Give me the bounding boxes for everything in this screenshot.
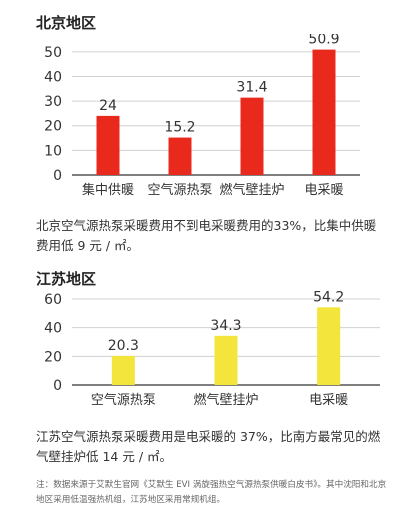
bar — [168, 137, 192, 175]
y-tick-label: 10 — [44, 143, 62, 159]
data-label: 34.3 — [210, 318, 241, 334]
bar — [312, 49, 336, 176]
data-label: 15.2 — [164, 120, 195, 136]
x-tick-label: 空气源热泵 — [91, 392, 156, 408]
bar — [111, 355, 135, 385]
beijing-summary-text: 北京空气源热泵采暖费用不到电采暖费用的33%，比集中供暖费用低 9 元 / ㎡。 — [36, 218, 377, 253]
y-tick-label: 20 — [44, 349, 62, 365]
data-label: 31.4 — [236, 80, 267, 96]
data-label: 24 — [99, 98, 117, 114]
data-label: 50.9 — [308, 34, 339, 48]
y-tick-label: 30 — [44, 94, 62, 110]
y-tick-label: 0 — [53, 378, 62, 394]
x-tick-label: 集中供暖 — [82, 182, 134, 198]
y-tick-label: 50 — [44, 45, 62, 61]
beijing-bar-chart: 0 10 20 30 40 50 24 集中供暖 15.2 空气源热泵 31.4 燃气壁挂炉 50.9 电… — [44, 34, 360, 198]
y-tick-label: 20 — [44, 119, 62, 135]
jiangsu-bar-chart: 0 20 40 60 20.3 空气源热泵 34.3 燃气壁挂炉 54.2 电采暖 — [44, 289, 380, 408]
bar — [317, 307, 341, 385]
y-tick-label: 40 — [44, 69, 62, 85]
jiangsu-summary-text: 江苏空气源热泵采暖费用是电采暖的 37%，比南方最常见的燃气壁挂炉低 14 元 … — [36, 429, 381, 464]
data-label: 54.2 — [313, 289, 344, 305]
y-tick-label: 60 — [44, 292, 62, 308]
source-note: 注：数据来源于艾默生官网《艾默生 EVI 涡旋强热空气源热泵供暖白皮书》。其中沈… — [36, 480, 387, 505]
x-tick-label: 电采暖 — [304, 183, 343, 198]
x-tick-label: 空气源热泵 — [147, 182, 212, 198]
bar — [240, 97, 264, 175]
x-tick-label: 燃气壁挂炉 — [219, 182, 284, 198]
bar — [214, 335, 238, 385]
y-tick-label: 0 — [53, 168, 62, 184]
beijing-chart-title: 北京地区 — [36, 14, 97, 32]
y-tick-label: 40 — [44, 321, 62, 337]
x-tick-label: 燃气壁挂炉 — [193, 392, 258, 408]
bar — [96, 115, 120, 175]
data-label: 20.3 — [108, 338, 139, 354]
jiangsu-chart-title: 江苏地区 — [36, 270, 97, 288]
x-tick-label: 电采暖 — [309, 393, 348, 408]
